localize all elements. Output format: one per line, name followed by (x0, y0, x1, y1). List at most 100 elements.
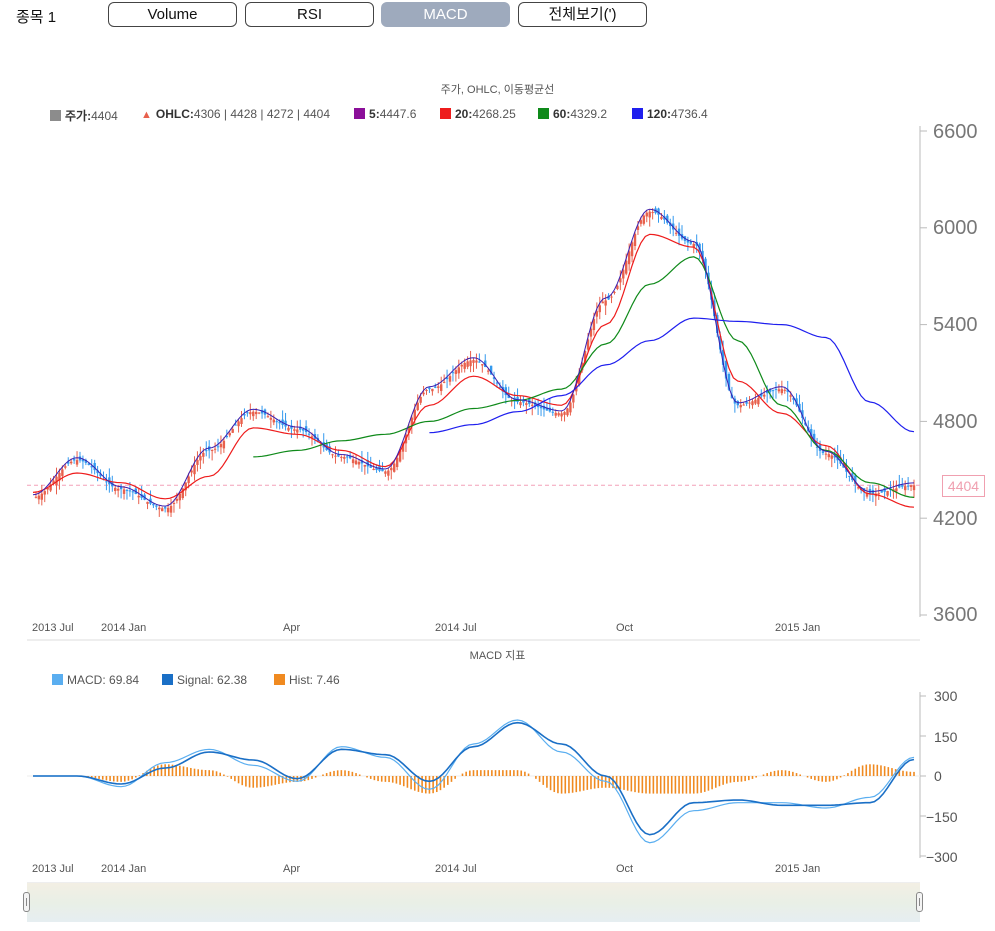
x-tick: 2014 Jan (101, 863, 147, 875)
candle-body (96, 470, 99, 474)
candle-body (531, 404, 534, 406)
candle-body (613, 291, 616, 293)
candle-body (84, 459, 88, 463)
candle-body (763, 394, 766, 397)
x-tick: Oct (616, 863, 634, 875)
navigator-right-handle[interactable] (916, 892, 923, 912)
candle-body (780, 389, 784, 394)
candle-body (463, 362, 466, 369)
legend-ohlc[interactable]: ▲ OHLC:4306 | 4428 | 4272 | 4404 (141, 107, 331, 121)
candle-body (69, 461, 73, 464)
candle-body (692, 243, 695, 248)
candle-body (287, 427, 290, 431)
x-tick: 2014 Jul (435, 622, 477, 634)
candle-body (290, 425, 293, 429)
price-y-tick: 5400 (933, 314, 978, 336)
candle-body (622, 269, 625, 279)
candle-body (119, 486, 123, 490)
candle-body (419, 396, 422, 403)
candle-body (898, 484, 901, 488)
candle-body (789, 395, 792, 397)
candle-body (586, 339, 590, 350)
range-navigator[interactable] (27, 882, 920, 922)
candle-body (52, 480, 55, 484)
candle-body (551, 411, 554, 413)
candle-body (857, 487, 860, 489)
candle-body (748, 402, 751, 404)
candle-body (545, 407, 549, 411)
candle-body (166, 507, 170, 513)
candle-body (827, 454, 831, 458)
candle-body (72, 459, 76, 461)
candle-body (865, 493, 869, 497)
top-bar: 종목 1 Volume RSI MACD 전체보기(') (0, 0, 995, 32)
candle-body (589, 328, 593, 337)
candle-body (727, 373, 731, 390)
tab-macd[interactable]: MACD (381, 2, 510, 27)
candle-body (451, 372, 455, 374)
candle-body (560, 413, 563, 417)
candle-body (122, 489, 126, 494)
legend-ma5[interactable]: 5:4447.6 (354, 107, 416, 121)
candle-body (237, 421, 240, 427)
ma-20-line (32, 233, 915, 508)
macd-y-tick: 300 (934, 688, 958, 704)
candle-body (58, 472, 61, 481)
legend-price[interactable]: 주가:4404 (50, 107, 118, 124)
candle-body (307, 433, 311, 435)
candle-body (334, 455, 337, 457)
candle-body (234, 424, 237, 426)
candle-body (114, 487, 117, 491)
candle-body (666, 215, 669, 223)
candle-body (454, 370, 458, 374)
candle-body (384, 471, 387, 474)
candle-body (90, 465, 93, 468)
candle-body (812, 433, 816, 443)
navigator-left-handle[interactable] (23, 892, 30, 912)
tab-view-all[interactable]: 전체보기(') (518, 2, 647, 27)
candle-body (366, 460, 369, 467)
candle-body (128, 490, 132, 492)
candle-body (569, 402, 572, 413)
candle-body (525, 403, 528, 405)
candle-body (434, 386, 437, 388)
candle-body (554, 412, 557, 416)
candle-body (442, 381, 446, 383)
candle-body (372, 469, 375, 471)
candle-body (745, 401, 748, 404)
tab-volume[interactable]: Volume (108, 2, 237, 27)
candle-body (542, 405, 546, 410)
legend-signal[interactable]: Signal: 62.38 (162, 673, 247, 687)
x-tick: 2013 Jul (32, 622, 74, 634)
candle-body (648, 211, 651, 218)
candle-body (742, 404, 745, 406)
candle-body (880, 489, 883, 493)
candle-body (225, 436, 229, 438)
candle-body (903, 486, 907, 491)
candle-body (595, 311, 599, 317)
candle-body (354, 460, 358, 465)
candle-body (219, 444, 223, 448)
legend-hist[interactable]: Hist: 7.46 (274, 673, 340, 687)
candle-body (272, 419, 276, 423)
candle-body (348, 455, 352, 459)
legend-macd[interactable]: MACD: 69.84 (52, 673, 139, 687)
candle-body (771, 390, 775, 392)
candle-body (466, 361, 469, 367)
legend-ma60[interactable]: 60:4329.2 (538, 107, 607, 121)
candle-body (716, 314, 719, 334)
candle-body (437, 386, 440, 388)
candle-body (75, 460, 79, 465)
candle-body (269, 417, 273, 420)
candle-body (155, 505, 158, 507)
macd-chart-title: MACD 지표 (469, 650, 526, 662)
legend-ma120[interactable]: 120:4736.4 (632, 107, 708, 121)
candle-body (786, 389, 789, 392)
candle-body (718, 336, 722, 350)
candle-body (616, 285, 619, 290)
legend-ma20[interactable]: 20:4268.25 (440, 107, 516, 121)
candle-body (243, 414, 246, 416)
tab-rsi[interactable]: RSI (245, 2, 374, 27)
candle-body (337, 454, 340, 457)
